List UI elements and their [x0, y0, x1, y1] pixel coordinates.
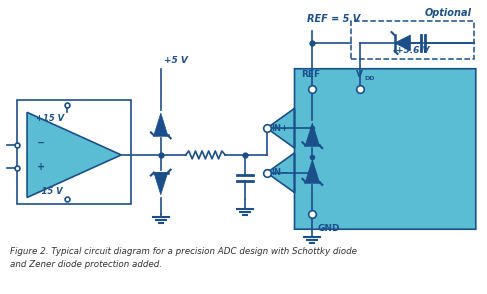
Bar — [17, 101, 131, 204]
Text: +: + — [37, 162, 45, 172]
Text: REF = 5 V: REF = 5 V — [307, 14, 361, 24]
Text: Figure 2. Typical circuit diagram for a precision ADC design with Schottky diode: Figure 2. Typical circuit diagram for a … — [10, 247, 357, 268]
Polygon shape — [305, 123, 319, 145]
Text: +5 V: +5 V — [164, 56, 187, 65]
Polygon shape — [305, 160, 319, 182]
Polygon shape — [267, 69, 476, 229]
Polygon shape — [27, 112, 121, 198]
Text: +15 V: +15 V — [36, 114, 64, 123]
Polygon shape — [154, 173, 168, 195]
Text: REF: REF — [301, 70, 320, 79]
Text: -15 V: -15 V — [37, 187, 62, 196]
Text: IN−: IN− — [272, 168, 289, 177]
Text: V: V — [356, 70, 363, 79]
Text: GND: GND — [318, 224, 340, 233]
Polygon shape — [154, 113, 168, 135]
Text: +5.6 V: +5.6 V — [395, 46, 429, 55]
Polygon shape — [394, 35, 411, 51]
Text: DD: DD — [365, 76, 375, 81]
Text: Optional: Optional — [425, 8, 472, 18]
Text: −: − — [37, 138, 45, 148]
Text: IN+: IN+ — [272, 124, 289, 133]
